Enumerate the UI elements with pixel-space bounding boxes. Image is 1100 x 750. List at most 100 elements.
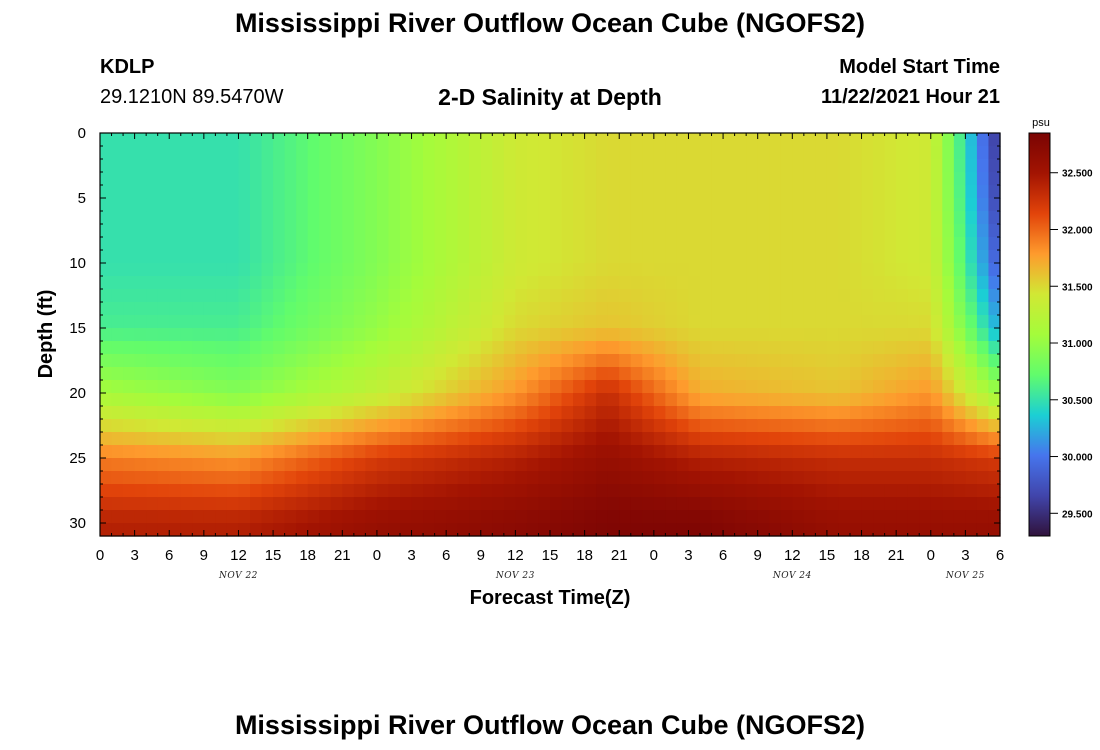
heatmap-cell [930,289,943,303]
heatmap-cell [273,445,286,459]
heatmap-cell [919,224,932,238]
heatmap-cell [411,367,424,381]
heatmap-cell [700,510,713,524]
heatmap-cell [111,432,124,446]
heatmap-cell [284,315,297,329]
heatmap-cell [988,484,1001,498]
heatmap-cell [469,432,482,446]
heatmap-cell [296,354,309,368]
heatmap-cell [457,484,470,498]
heatmap-cell [146,445,159,459]
heatmap-cell [330,250,343,264]
heatmap-cell [111,315,124,329]
heatmap-cell [538,458,551,472]
heatmap-cell [353,146,366,160]
heatmap-cell [123,263,136,277]
heatmap-cell [526,289,540,303]
heatmap-cell [734,133,747,147]
heatmap-cell [630,276,643,290]
heatmap-cell [550,133,563,147]
heatmap-cell [642,432,655,446]
heatmap-cell [273,133,286,147]
heatmap-cell [342,250,355,264]
heatmap-cell [861,159,874,173]
heatmap-cell [803,354,816,368]
heatmap-cell [769,393,782,407]
heatmap-cell [296,380,309,394]
heatmap-cell [526,198,540,212]
heatmap-cell [688,185,701,199]
heatmap-cell [238,523,251,537]
heatmap-cell [780,237,793,251]
heatmap-cell [861,471,874,485]
heatmap-cell [619,133,632,147]
heatmap-cell [965,289,978,303]
heatmap-cell [630,263,643,277]
heatmap-cell [457,159,470,173]
heatmap-cell [826,497,840,511]
heatmap-cell [146,315,159,329]
heatmap-cell [873,224,886,238]
heatmap-cell [792,276,805,290]
heatmap-cell [815,406,828,420]
heatmap-cell [976,510,990,524]
heatmap-cell [607,458,620,472]
heatmap-cell [757,497,770,511]
heatmap-cell [550,224,563,238]
heatmap-cell [711,315,724,329]
heatmap-cell [215,380,228,394]
heatmap-cell [861,198,874,212]
heatmap-cell [826,250,840,264]
heatmap-cell [884,445,897,459]
heatmap-cell [100,315,113,329]
heatmap-cell [884,432,897,446]
heatmap-cell [353,224,366,238]
heatmap-cell [896,497,909,511]
heatmap-cell [734,185,747,199]
heatmap-cell [215,302,228,316]
heatmap-cell [215,185,228,199]
heatmap-cell [226,484,240,498]
colorbar-unit: psu [1032,117,1050,129]
heatmap-cell [838,198,851,212]
heatmap-cell [815,510,828,524]
heatmap-cell [919,302,932,316]
heatmap-cell [861,354,874,368]
heatmap-cell [769,159,782,173]
heatmap-cell [250,250,263,264]
heatmap-cell [296,263,309,277]
heatmap-cell [711,198,724,212]
heatmap-cell [561,523,574,537]
heatmap-cell [723,380,736,394]
heatmap-cell [676,185,690,199]
heatmap-cell [803,133,816,147]
heatmap-cell [330,328,343,342]
heatmap-cell [342,341,355,355]
heatmap-cell [642,380,655,394]
heatmap-cell [688,354,701,368]
heatmap-cell [226,458,240,472]
heatmap-cell [642,354,655,368]
heatmap-cell [757,393,770,407]
heatmap-cell [838,367,851,381]
heatmap-cell [238,172,251,186]
heatmap-cell [896,432,909,446]
heatmap-cell [861,276,874,290]
heatmap-cell [723,393,736,407]
heatmap-cell [596,289,609,303]
heatmap-cell [365,198,378,212]
heatmap-cell [134,497,147,511]
heatmap-cell [353,510,366,524]
heatmap-cell [215,354,228,368]
heatmap-cell [146,250,159,264]
heatmap-cell [469,471,482,485]
heatmap-cell [850,419,863,433]
heatmap-cell [803,289,816,303]
heatmap-cell [353,302,366,316]
heatmap-cell [642,185,655,199]
heatmap-cell [653,406,666,420]
heatmap-cell [319,471,332,485]
heatmap-cell [665,263,678,277]
heatmap-cell [734,484,747,498]
heatmap-cell [353,172,366,186]
